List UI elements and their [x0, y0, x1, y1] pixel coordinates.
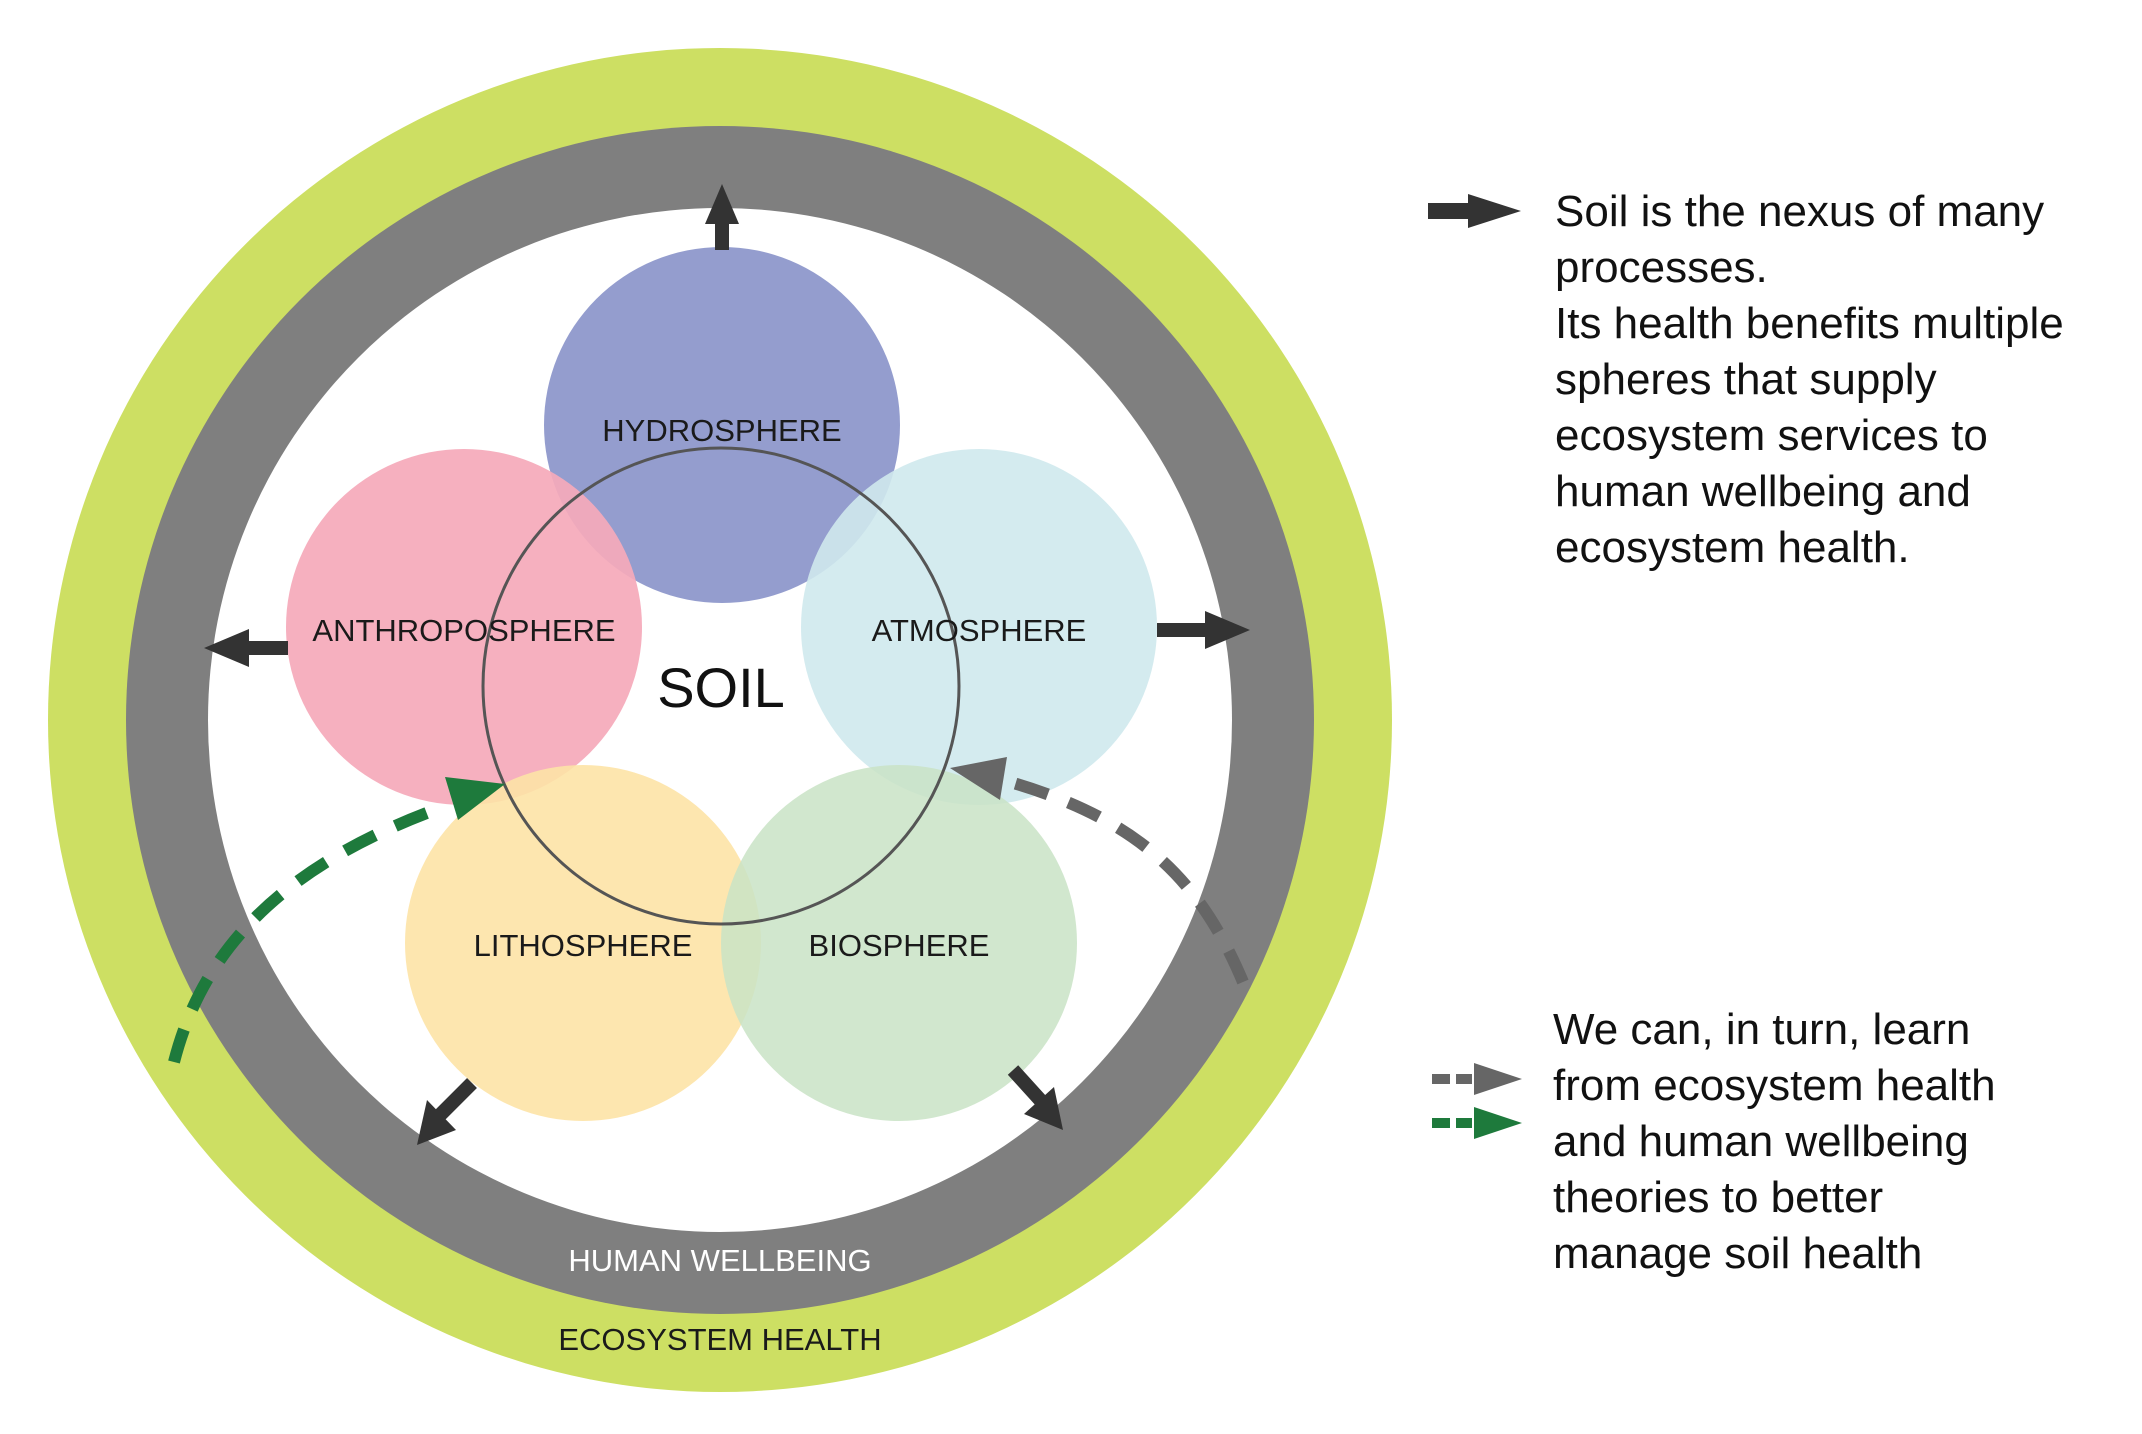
- anthroposphere-circle: [286, 449, 642, 805]
- legend-dashed-arrow-text: We can, in turn, learn from ecosystem he…: [1553, 1002, 1996, 1282]
- feedback-arrows: [168, 757, 1249, 1064]
- lithosphere-circle: [405, 765, 761, 1121]
- anthroposphere-label: ANTHROPOSPHERE: [312, 613, 615, 648]
- hydrosphere-circle: [544, 247, 900, 603]
- atmosphere-circle: [801, 449, 1157, 805]
- arrow-up-icon: [705, 184, 739, 250]
- soil-label: SOIL: [657, 656, 785, 719]
- spheres-group: [286, 247, 1157, 1121]
- hydrosphere-label: HYDROSPHERE: [602, 413, 841, 448]
- legend-line: spheres that supply: [1555, 355, 1937, 404]
- legend-solid-arrow-icon: [1428, 194, 1521, 228]
- legend-line: human wellbeing and: [1555, 467, 1971, 516]
- biosphere-label: BIOSPHERE: [809, 928, 990, 963]
- green-arrowhead-icon: [445, 777, 505, 820]
- soil-circle: [481, 446, 961, 926]
- legend-line: Its health benefits multiple: [1555, 299, 2064, 348]
- ecosystem-health-label: ECOSYSTEM HEALTH: [558, 1322, 881, 1357]
- arrow-left-icon: [204, 629, 288, 667]
- arrow-right-icon: [1157, 611, 1250, 649]
- grey-arrowhead-icon: [950, 757, 1007, 800]
- legend-grey-dashed-arrow-icon: [1432, 1063, 1522, 1095]
- legend-line: from ecosystem health: [1553, 1061, 1996, 1110]
- outward-arrows: [204, 184, 1250, 1145]
- legend-green-dashed-arrow-icon: [1432, 1107, 1522, 1139]
- legend-line: ecosystem services to: [1555, 411, 1988, 460]
- legend-line: Soil is the nexus of many: [1555, 187, 2045, 236]
- biosphere-circle: [721, 765, 1077, 1121]
- arrow-down-left-icon: [417, 1078, 477, 1145]
- arrow-down-right-icon: [1007, 1065, 1063, 1130]
- legend-line: manage soil health: [1553, 1229, 1923, 1278]
- legend-line: We can, in turn, learn: [1553, 1005, 1971, 1054]
- lithosphere-label: LITHOSPHERE: [474, 928, 693, 963]
- human-wellbeing-label: HUMAN WELLBEING: [568, 1243, 871, 1278]
- legend-line: and human wellbeing: [1553, 1117, 1969, 1166]
- legend-line: theories to better: [1553, 1173, 1884, 1222]
- legend-line: processes.: [1555, 243, 1768, 292]
- legend-line: ecosystem health.: [1555, 523, 1910, 572]
- atmosphere-label: ATMOSPHERE: [872, 613, 1087, 648]
- legend-solid-arrow-text: Soil is the nexus of many processes. Its…: [1555, 184, 2064, 576]
